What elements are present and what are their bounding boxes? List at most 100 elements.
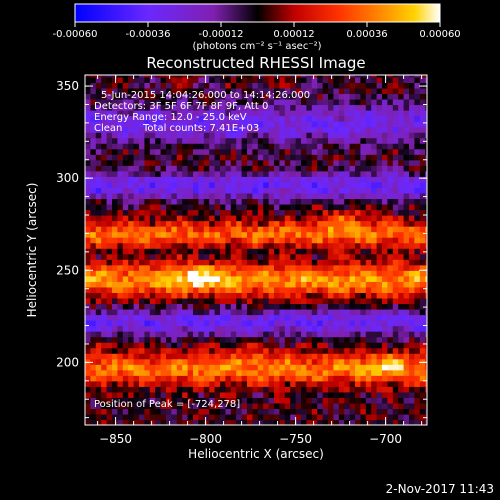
heatmap-cell: [225, 297, 232, 305]
heatmap-cell: [225, 98, 232, 106]
heatmap-cell: [387, 75, 394, 78]
heatmap-cell: [274, 380, 280, 387]
heatmap-cell: [90, 402, 97, 410]
heatmap-cell: [122, 270, 129, 277]
heatmap-cell: [160, 231, 167, 238]
heatmap-cell: [392, 82, 399, 89]
heatmap-cell: [317, 137, 324, 144]
heatmap-cell: [133, 75, 140, 78]
heatmap-cell: [387, 264, 394, 271]
heatmap-cell: [371, 380, 378, 387]
heatmap-cell: [322, 264, 329, 271]
heatmap-cell: [419, 391, 426, 398]
heatmap-cell: [387, 170, 394, 177]
heatmap-cell: [160, 347, 167, 354]
heatmap-cell: [376, 242, 383, 249]
heatmap-cell: [187, 331, 194, 338]
heatmap-cell: [301, 76, 307, 83]
heatmap-cell: [295, 170, 302, 177]
heatmap-cell: [414, 209, 421, 216]
heatmap-cell: [322, 286, 329, 293]
heatmap-cell: [328, 308, 334, 316]
heatmap-cell: [247, 281, 253, 288]
heatmap-cell: [376, 391, 383, 398]
heatmap-cell: [155, 176, 162, 183]
heatmap-cell: [171, 110, 178, 117]
heatmap-cell: [414, 369, 421, 376]
heatmap-cell: [225, 176, 232, 183]
heatmap-cell: [95, 226, 102, 233]
heatmap-cell: [198, 375, 205, 382]
heatmap-cell: [139, 331, 145, 338]
heatmap-cell: [365, 375, 372, 382]
heatmap-cell: [241, 375, 248, 382]
heatmap-cell: [95, 259, 102, 266]
heatmap-cell: [220, 110, 226, 117]
heatmap-cell: [198, 82, 205, 89]
heatmap-cell: [220, 75, 226, 78]
heatmap-cell: [371, 419, 378, 425]
heatmap-cell: [414, 226, 421, 233]
heatmap-cell: [252, 253, 259, 260]
heatmap-cell: [230, 419, 237, 425]
heatmap-cell: [117, 331, 124, 338]
heatmap-cell: [338, 364, 345, 371]
heatmap-cell: [355, 192, 361, 200]
heatmap-cell: [166, 358, 172, 365]
heatmap-cell: [274, 353, 280, 360]
heatmap-cell: [252, 176, 259, 183]
heatmap-cell: [236, 187, 243, 194]
heatmap-cell: [144, 137, 151, 144]
heatmap-cell: [220, 375, 226, 382]
heatmap-cell: [349, 93, 356, 100]
heatmap-cell: [220, 181, 226, 188]
heatmap-cell: [144, 159, 151, 166]
heatmap-cell: [311, 375, 318, 382]
heatmap-cell: [90, 413, 97, 421]
heatmap-cell: [263, 203, 270, 211]
heatmap-cell: [387, 358, 394, 365]
heatmap-cell: [371, 181, 378, 188]
heatmap-cell: [403, 159, 410, 166]
heatmap-cell: [376, 115, 383, 122]
heatmap-cell: [106, 192, 113, 200]
heatmap-cell: [274, 132, 280, 139]
heatmap-cell: [409, 325, 415, 332]
heatmap-cell: [257, 336, 264, 343]
heatmap-cell: [344, 143, 351, 150]
heatmap-cell: [306, 110, 313, 117]
heatmap-cell: [112, 281, 118, 288]
heatmap-cell: [182, 253, 189, 260]
heatmap-cell: [166, 308, 172, 316]
heatmap-cell: [355, 170, 361, 177]
heatmap-cell: [220, 364, 226, 371]
heatmap-cell: [365, 248, 372, 255]
heatmap-cell: [409, 76, 415, 83]
heatmap-cell: [317, 209, 324, 216]
heatmap-cell: [365, 126, 372, 133]
heatmap-cell: [187, 275, 194, 282]
heatmap-cell: [311, 275, 318, 282]
heatmap-cell: [317, 176, 324, 183]
heatmap-cell: [198, 369, 205, 376]
heatmap-cell: [290, 281, 297, 288]
heatmap-cell: [171, 292, 178, 299]
heatmap-cell: [176, 115, 183, 122]
heatmap-cell: [403, 303, 410, 310]
heatmap-cell: [414, 143, 421, 150]
heatmap-cell: [117, 270, 124, 277]
heatmap-cell: [117, 264, 124, 271]
heatmap-cell: [112, 380, 118, 387]
heatmap-cell: [403, 364, 410, 371]
heatmap-cell: [106, 159, 113, 166]
heatmap-cell: [166, 209, 172, 216]
heatmap-cell: [149, 314, 156, 321]
heatmap-cell: [322, 386, 329, 393]
heatmap-cell: [220, 380, 226, 387]
heatmap-cell: [263, 320, 270, 327]
heatmap-cell: [301, 231, 307, 238]
heatmap-cell: [425, 76, 427, 83]
heatmap-cell: [144, 132, 151, 139]
heatmap-cell: [284, 364, 291, 371]
heatmap-cell: [425, 259, 427, 266]
